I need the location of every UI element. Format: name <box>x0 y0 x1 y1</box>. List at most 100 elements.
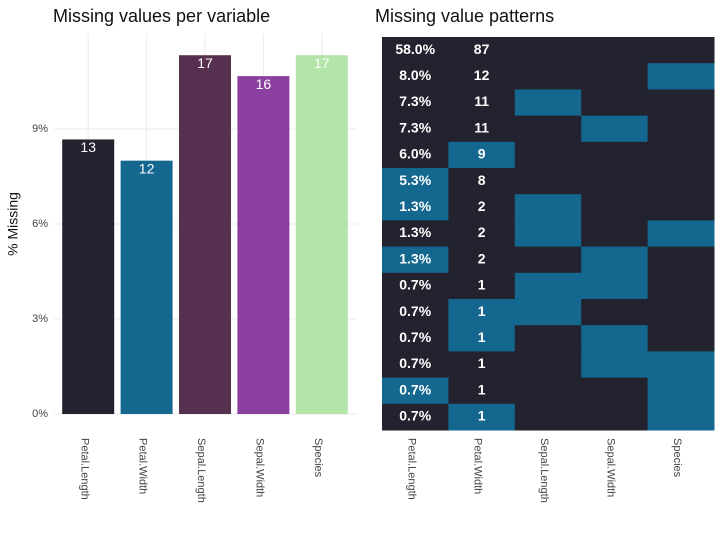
bar <box>237 76 290 414</box>
pattern-cell <box>382 194 449 221</box>
pattern-percent-label: 0.7% <box>399 303 431 319</box>
pattern-count-label: 1 <box>478 381 486 397</box>
pattern-cell <box>647 246 715 274</box>
pattern-cell <box>382 246 449 274</box>
pattern-cell <box>647 63 715 90</box>
x-tick-label: Petal.Width <box>472 438 484 494</box>
pattern-cell <box>581 220 649 248</box>
pattern-cell <box>647 325 715 352</box>
pattern-cell <box>647 141 715 169</box>
pattern-cell <box>382 220 449 248</box>
y-axis-label: % Missing <box>5 192 21 256</box>
pattern-cell <box>581 168 649 195</box>
pattern-cell <box>514 246 582 274</box>
pattern-cell <box>448 141 516 169</box>
pattern-cell <box>382 325 449 352</box>
pattern-cell <box>647 403 715 431</box>
pattern-count-label: 1 <box>478 408 486 424</box>
pattern-cell <box>647 194 715 221</box>
pattern-cell <box>382 299 449 326</box>
pattern-cell <box>581 89 649 117</box>
bar <box>62 139 115 414</box>
x-tick-label: Sepal.Length <box>538 438 550 503</box>
x-tick-label: Petal.Width <box>137 438 149 494</box>
pattern-cell <box>514 299 582 326</box>
pattern-cell <box>382 351 449 379</box>
pattern-cell <box>448 194 516 221</box>
pattern-cell <box>647 377 715 405</box>
bar <box>120 160 173 414</box>
pattern-cell <box>382 272 449 300</box>
pattern-cell <box>514 168 582 195</box>
pattern-cell <box>647 272 715 300</box>
pattern-percent-label: 1.3% <box>399 224 431 240</box>
x-tick-label: Petal.Length <box>78 438 90 500</box>
pattern-cell <box>382 37 449 64</box>
y-tick-label: 0% <box>32 408 48 420</box>
pattern-count-label: 11 <box>474 93 489 109</box>
pattern-cell <box>581 246 649 274</box>
pattern-count-label: 1 <box>478 277 486 293</box>
pattern-cell <box>514 220 582 248</box>
pattern-cell <box>448 403 516 431</box>
pattern-cell <box>647 351 715 379</box>
pattern-cell <box>514 325 582 352</box>
pattern-percent-label: 7.3% <box>399 119 431 135</box>
bar-count-label: 12 <box>139 160 155 176</box>
pattern-cell <box>647 220 715 248</box>
pattern-cell <box>514 141 582 169</box>
pattern-cell <box>382 403 449 431</box>
pattern-cell <box>448 89 516 117</box>
pattern-percent-label: 0.7% <box>399 381 431 397</box>
pattern-cell <box>448 168 516 195</box>
pattern-cell <box>382 377 449 405</box>
pattern-percent-label: 1.3% <box>399 198 431 214</box>
pattern-cell <box>581 351 649 379</box>
pattern-cell <box>514 403 582 431</box>
pattern-cell <box>514 194 582 221</box>
pattern-cell <box>448 351 516 379</box>
pattern-count-label: 8 <box>478 172 486 188</box>
chart-title: Missing values per variable <box>53 6 270 26</box>
pattern-percent-label: 1.3% <box>399 250 431 266</box>
pattern-percent-label: 0.7% <box>399 277 431 293</box>
pattern-cell <box>581 141 649 169</box>
y-tick-label: 3% <box>32 313 48 325</box>
pattern-cell <box>647 299 715 326</box>
pattern-cell <box>514 63 582 90</box>
pattern-cell <box>647 37 715 64</box>
pattern-cell <box>581 115 649 143</box>
pattern-cell <box>647 89 715 117</box>
pattern-cell <box>581 325 649 352</box>
pattern-cell <box>647 115 715 143</box>
pattern-cell <box>581 37 649 64</box>
pattern-cell <box>514 272 582 300</box>
pattern-count-label: 1 <box>478 303 486 319</box>
pattern-cell <box>581 63 649 90</box>
pattern-cell <box>448 299 516 326</box>
pattern-cell <box>514 377 582 405</box>
pattern-percent-label: 7.3% <box>399 93 431 109</box>
y-tick-label: 9% <box>32 123 48 135</box>
pattern-cell <box>448 115 516 143</box>
pattern-count-label: 2 <box>478 198 486 214</box>
bar-count-label: 17 <box>197 55 213 71</box>
x-tick-label: Sepal.Width <box>253 438 265 497</box>
pattern-cell <box>581 403 649 431</box>
pattern-cell <box>448 37 516 64</box>
pattern-cell <box>581 272 649 300</box>
y-tick-label: 6% <box>32 218 48 230</box>
pattern-percent-label: 58.0% <box>395 41 435 57</box>
pattern-cell <box>514 115 582 143</box>
pattern-count-label: 2 <box>478 224 486 240</box>
bar <box>179 55 231 414</box>
pattern-cell <box>382 141 449 169</box>
pattern-cell <box>448 246 516 274</box>
pattern-cell <box>448 220 516 248</box>
pattern-count-label: 2 <box>478 250 486 266</box>
bar-count-label: 16 <box>256 76 272 92</box>
pattern-percent-label: 0.7% <box>399 408 431 424</box>
pattern-cell <box>448 325 516 352</box>
